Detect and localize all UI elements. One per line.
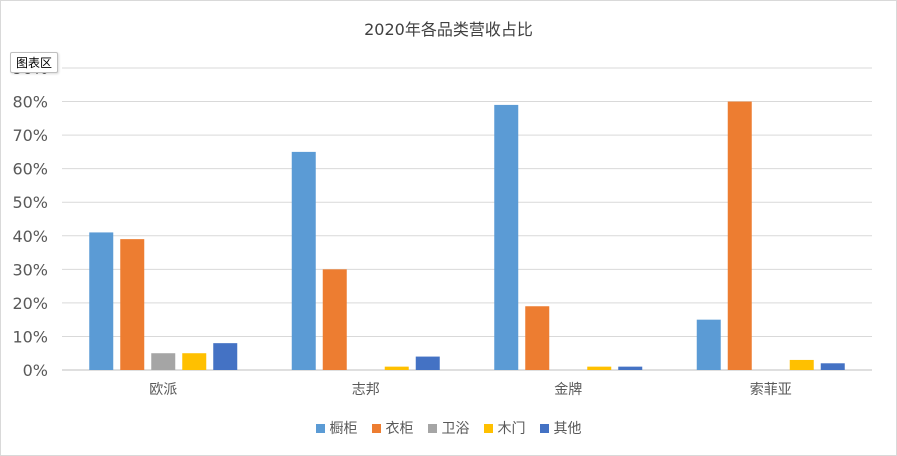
legend-item[interactable]: 其他 [539,418,582,438]
y-tick-label: 80% [12,93,48,112]
bars [89,101,845,371]
legend-label: 其他 [553,421,582,437]
bar-衣柜-志邦[interactable] [322,269,347,370]
y-tick-label: 30% [12,260,48,279]
bar-衣柜-欧派[interactable] [120,239,145,370]
bar-其他-志邦[interactable] [415,356,440,370]
y-tick-label: 60% [12,160,48,179]
bar-其他-索菲亚[interactable] [820,363,845,370]
legend-swatch [483,423,493,433]
bar-木门-志邦[interactable] [384,366,409,370]
chart-title: 2020年各品类营收占比 [364,20,533,39]
legend-item[interactable]: 木门 [483,418,526,438]
bar-木门-金牌[interactable] [587,366,612,370]
x-axis-tick-labels: 欧派 志邦 金牌 索菲亚 [149,381,792,398]
x-tick-label: 志邦 [352,382,380,398]
x-tick-label: 金牌 [554,381,582,398]
y-tick-label: 10% [12,327,48,346]
bar-木门-索菲亚[interactable] [789,359,814,370]
y-tick-label: 0% [23,361,48,380]
bar-卫浴-欧派[interactable] [151,353,176,370]
bar-其他-欧派[interactable] [213,343,238,370]
legend-swatch [539,423,549,433]
y-tick-label: 70% [12,126,48,145]
legend-label: 卫浴 [441,421,470,437]
y-axis-tick-labels: 0%10%20%30%40%50%60%70%80%90% [12,59,48,380]
legend-label: 木门 [497,421,526,437]
bar-橱柜-金牌[interactable] [494,104,519,371]
legend-swatch [315,423,325,433]
y-tick-label: 50% [12,193,48,212]
legend-label: 橱柜 [329,421,358,437]
legend-label: 衣柜 [385,421,414,437]
bar-其他-金牌[interactable] [618,366,643,370]
bar-木门-欧派[interactable] [182,353,207,370]
y-tick-label: 40% [12,227,48,246]
x-tick-label: 欧派 [149,382,177,398]
bar-橱柜-索菲亚[interactable] [696,319,721,370]
legend: 橱柜 衣柜 卫浴 木门 其他 [0,418,897,438]
legend-item[interactable]: 卫浴 [427,418,470,438]
x-tick-label: 索菲亚 [750,381,792,398]
bar-衣柜-金牌[interactable] [525,306,550,370]
y-tick-label: 20% [12,294,48,313]
legend-item[interactable]: 橱柜 [315,418,358,438]
bar-衣柜-索菲亚[interactable] [727,101,752,371]
legend-item[interactable]: 衣柜 [371,418,414,438]
chart-area-tooltip: 图表区 [10,52,59,73]
legend-swatch [427,423,437,433]
bar-橱柜-欧派[interactable] [89,232,114,370]
bar-橱柜-志邦[interactable] [291,151,316,370]
legend-swatch [371,423,381,433]
